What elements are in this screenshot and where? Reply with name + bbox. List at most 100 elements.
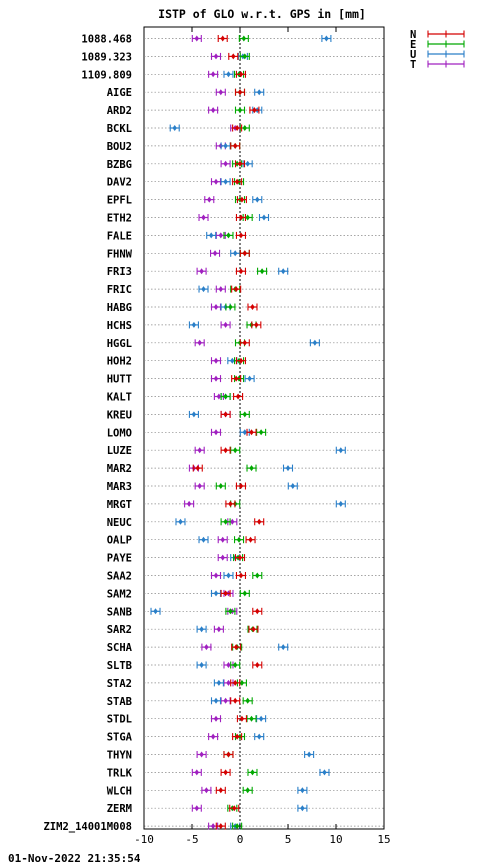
station-label: DAV2	[107, 177, 132, 189]
errorbar-t-zerm	[191, 804, 202, 812]
errorbar-n-fale	[235, 231, 247, 239]
errorbar-n-zim2_14001m008	[215, 822, 226, 830]
errorbar-u-dav2	[220, 178, 231, 186]
errorbar-n-hutt	[231, 375, 242, 383]
errorbar-u-hutt	[244, 375, 255, 383]
station-label: BOU2	[107, 141, 132, 153]
errorbar-u-sanb	[150, 607, 161, 615]
station-label: KREU	[107, 409, 132, 421]
errorbar-u-eth2	[258, 214, 270, 221]
errorbar-u-sltb	[196, 661, 207, 669]
errorbar-n-1089.323	[228, 52, 239, 60]
errorbar-t-saa2	[210, 572, 222, 579]
errorbar-u-kreu	[188, 410, 199, 418]
errorbar-n-epfl	[236, 196, 247, 204]
errorbar-u-bckl	[169, 124, 180, 132]
errorbar-n-sam2	[220, 589, 231, 597]
errorbar-e-ard2	[234, 106, 246, 114]
errorbar-n-hggl	[239, 339, 250, 347]
station-label: STAB	[107, 696, 132, 708]
errorbar-t-dav2	[210, 178, 222, 186]
errorbar-e-stdl	[246, 715, 257, 723]
errorbar-n-oalp	[245, 536, 256, 544]
errorbar-t-1089.323	[210, 52, 222, 60]
errorbar-t-luze	[194, 446, 205, 454]
errorbar-u-zerm	[297, 804, 308, 812]
errorbar-n-1109.809	[235, 70, 247, 78]
errorbar-u-sam2	[210, 589, 222, 597]
errorbar-e-stab	[242, 697, 253, 705]
grid-lines	[144, 38, 384, 827]
errorbar-n-fri3	[235, 267, 247, 275]
station-label: OALP	[107, 535, 132, 547]
errorbar-e-habg	[225, 303, 236, 311]
errorbar-e-kalt	[220, 393, 231, 400]
station-label: BCKL	[107, 123, 132, 135]
x-tick-label: 10	[329, 833, 342, 846]
station-label: ETH2	[107, 213, 132, 225]
errorbar-n-bou2	[230, 142, 241, 150]
errorbar-u-mar2	[282, 464, 294, 472]
errorbar-n-fhnw	[239, 249, 250, 257]
errorbar-t-1088.468	[191, 35, 202, 42]
legend-swatch-u	[427, 50, 465, 58]
station-label: ARD2	[107, 105, 132, 117]
errorbar-u-trlk	[319, 768, 330, 776]
errorbar-t-fhnw	[209, 249, 221, 257]
errorbar-n-sltb	[252, 661, 263, 669]
errorbar-n-hoh2	[235, 357, 247, 365]
legend-label-t: T	[410, 59, 416, 71]
legend-label-e: E	[410, 39, 416, 51]
errorbar-u-fhnw	[230, 249, 241, 257]
station-labels: 1088.468 1089.323 1109.809 AIGE ARD2 BCKL BOU2…	[43, 34, 132, 834]
station-label: SAA2	[107, 571, 132, 583]
errorbar-u-thyn	[304, 751, 315, 758]
errorbar-n-saa2	[235, 572, 247, 579]
timestamp-label: 01-Nov-2022 21:35:54	[8, 852, 141, 865]
station-label: SAM2	[107, 588, 132, 600]
station-label: NEUC	[107, 517, 132, 529]
errorbar-e-fale	[223, 231, 234, 239]
station-label: STGA	[107, 732, 133, 744]
station-label: 1088.468	[81, 34, 132, 46]
errorbar-n-1088.468	[217, 35, 228, 42]
errorbar-n-mar3	[235, 482, 247, 490]
errorbar-t-mrgt	[184, 500, 195, 508]
errorbar-u-sta2	[213, 679, 224, 687]
errorbar-n-stga	[232, 733, 243, 741]
station-label: STDL	[107, 714, 132, 726]
station-label: ZERM	[107, 803, 132, 815]
errorbar-u-hggl	[309, 339, 320, 347]
errorbar-u-mrgt	[335, 500, 346, 508]
errorbar-t-hutt	[210, 375, 222, 383]
errorbar-n-mar2	[192, 464, 203, 472]
station-label: SCHA	[107, 642, 133, 654]
station-label: HOH2	[107, 356, 132, 368]
errorbar-n-paye	[234, 554, 246, 562]
errorbar-t-trlk	[191, 768, 202, 776]
errorbar-n-trlk	[220, 768, 231, 776]
errorbar-t-paye	[217, 554, 228, 562]
x-tick-label: -10	[134, 833, 154, 846]
errorbar-t-sta2	[223, 679, 234, 687]
station-label: LUZE	[107, 445, 132, 457]
errorbar-n-zerm	[229, 804, 240, 812]
errorbar-n-bzbg	[234, 160, 246, 168]
data-marks	[150, 35, 346, 830]
station-label: STA2	[107, 678, 132, 690]
errorbar-n-ard2	[249, 106, 260, 114]
errorbar-n-neuc	[254, 518, 265, 526]
errorbar-t-epfl	[204, 196, 215, 204]
errorbar-t-fri3	[196, 267, 207, 275]
errorbar-t-aige	[215, 88, 226, 96]
station-label: PAYE	[107, 553, 132, 565]
legend-swatch-e	[427, 40, 465, 48]
station-label: WLCH	[107, 785, 132, 797]
errorbar-t-oalp	[217, 536, 228, 544]
errorbar-e-kreu	[239, 410, 250, 418]
errorbar-t-stga	[208, 733, 219, 741]
errorbar-e-fri3	[257, 267, 268, 275]
errorbar-n-sta2	[230, 679, 241, 687]
station-label: HABG	[107, 302, 132, 314]
